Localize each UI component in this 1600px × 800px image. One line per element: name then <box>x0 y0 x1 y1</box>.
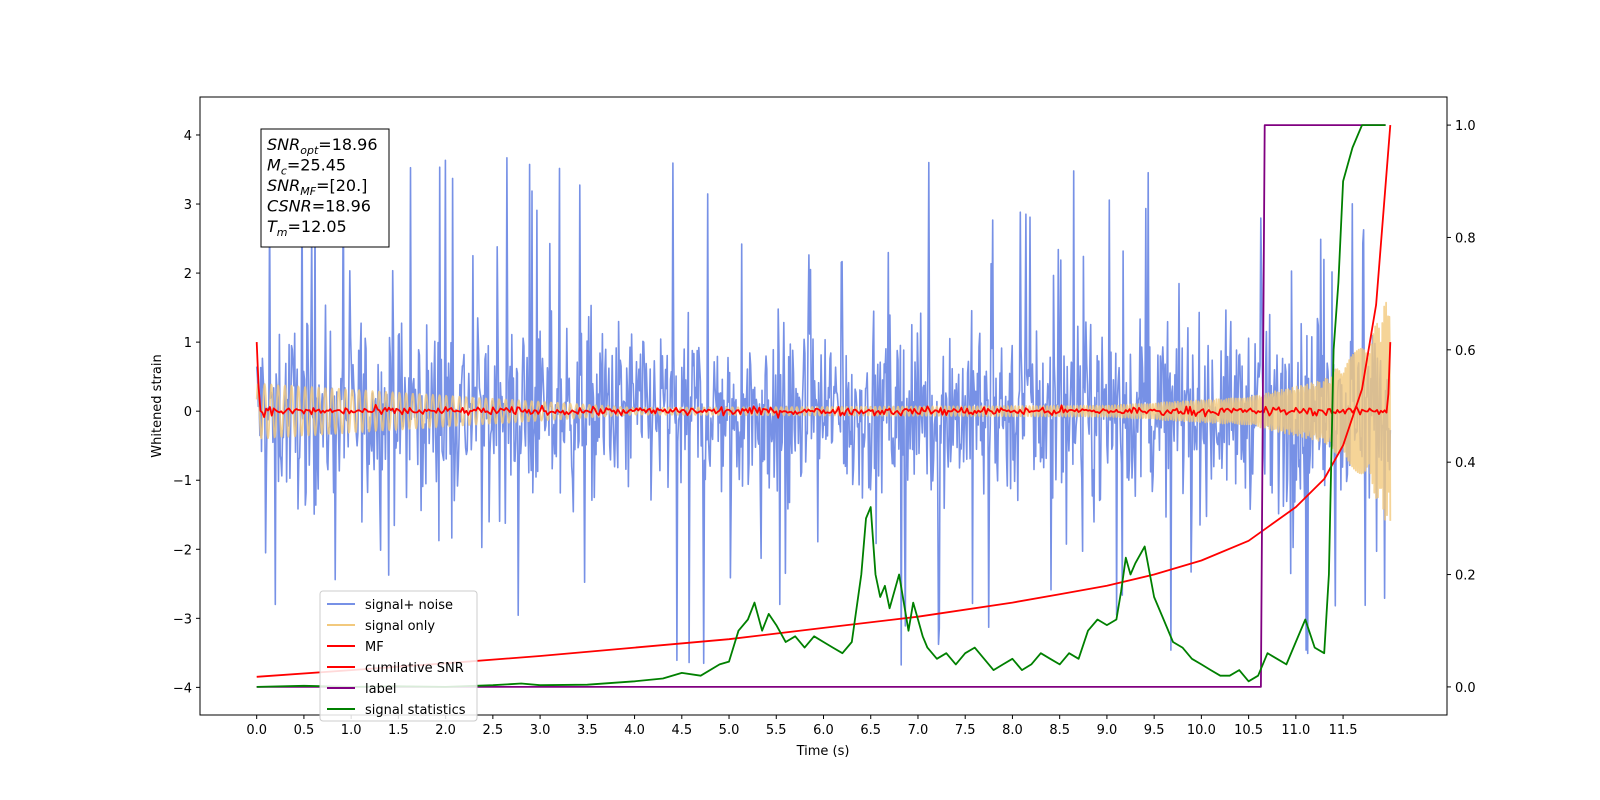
annotation-frame <box>260 128 390 248</box>
legend-label-cumilative-snr: cumilative SNR <box>365 661 464 676</box>
y-axis-label: Whitened strain <box>150 354 165 457</box>
series-signal-statistics <box>256 124 1386 688</box>
y-tick-label: −3 <box>173 612 192 627</box>
x-tick-label: 9.5 <box>1144 723 1165 738</box>
x-tick-label: 0.5 <box>294 723 315 738</box>
x-tick-label: 10.5 <box>1234 723 1263 738</box>
annotation-line: Mc=25.45 <box>267 156 346 178</box>
x-tick-label: 1.5 <box>388 723 409 738</box>
x-tick-label: 3.5 <box>577 723 598 738</box>
series-cumilative-snr <box>256 125 1392 678</box>
x-tick-label: 2.5 <box>483 723 504 738</box>
x-tick-label: 2.0 <box>435 723 456 738</box>
y2-tick-label: 0.8 <box>1455 231 1476 246</box>
annotation-line: Tm=12.05 <box>267 217 347 239</box>
y-axis-right: 0.0 0.2 0.4 0.6 0.8 1.0 <box>1447 119 1476 696</box>
x-axis-label: Time (s) <box>796 744 850 759</box>
x-tick-label: 1.0 <box>341 723 362 738</box>
annotation-box: SNRopt=18.96Mc=25.45SNRMF=[20.]CSNR=18.9… <box>260 128 390 248</box>
x-tick-label: 6.0 <box>813 723 834 738</box>
x-tick-label: 10.0 <box>1187 723 1216 738</box>
series-label <box>256 124 1386 688</box>
annotation-line: CSNR=18.96 <box>267 197 371 216</box>
y-tick-label: 1 <box>184 336 192 351</box>
y-tick-label: 4 <box>184 129 192 144</box>
y-tick-label: −1 <box>173 474 192 489</box>
y-tick-label: −4 <box>173 681 192 696</box>
y-axis-left: −4 −3 −2 −1 0 1 2 3 4 <box>173 129 200 696</box>
y-tick-label: 0 <box>184 405 192 420</box>
legend-label-label: label <box>365 682 396 697</box>
x-tick-label: 9.0 <box>1097 723 1118 738</box>
y2-tick-label: 0.6 <box>1455 344 1476 359</box>
x-tick-label: 4.0 <box>624 723 645 738</box>
x-tick-label: 4.5 <box>671 723 692 738</box>
legend-label-signal-noise: signal+ noise <box>365 598 453 613</box>
plot-series <box>255 124 1392 688</box>
x-tick-label: 7.0 <box>908 723 929 738</box>
legend-label-signal-only: signal only <box>365 619 435 634</box>
x-tick-label: 7.5 <box>955 723 976 738</box>
x-tick-label: 11.5 <box>1329 723 1358 738</box>
series-mf <box>255 342 1392 419</box>
annotation-line: SNRopt=18.96 <box>267 135 378 157</box>
y2-tick-label: 0.0 <box>1455 681 1476 696</box>
x-axis: 0.0 0.5 1.0 1.5 2.0 2.5 3.0 3.5 4.0 4.5 5.0 5.5 6.0 6… <box>246 715 1358 738</box>
x-tick-label: 6.5 <box>860 723 881 738</box>
x-tick-label: 5.5 <box>766 723 787 738</box>
x-tick-label: 11.0 <box>1281 723 1310 738</box>
legend-frame <box>319 590 478 722</box>
legend-label-signal-statistics: signal statistics <box>365 703 466 718</box>
y-tick-label: 3 <box>184 198 192 213</box>
legend: signal+ noise signal only MF cumilative SNR… <box>319 590 478 722</box>
y-tick-label: −2 <box>173 543 192 558</box>
x-tick-label: 5.0 <box>719 723 740 738</box>
x-tick-label: 0.0 <box>246 723 267 738</box>
x-tick-label: 8.0 <box>1002 723 1023 738</box>
y2-tick-label: 0.4 <box>1455 456 1476 471</box>
annotation-line: SNRMF=[20.] <box>267 176 367 198</box>
x-tick-label: 3.0 <box>530 723 551 738</box>
y2-tick-label: 0.2 <box>1455 569 1476 584</box>
x-tick-label: 8.5 <box>1049 723 1070 738</box>
y2-tick-label: 1.0 <box>1455 119 1476 134</box>
y-tick-label: 2 <box>184 267 192 282</box>
legend-label-mf: MF <box>365 640 384 655</box>
